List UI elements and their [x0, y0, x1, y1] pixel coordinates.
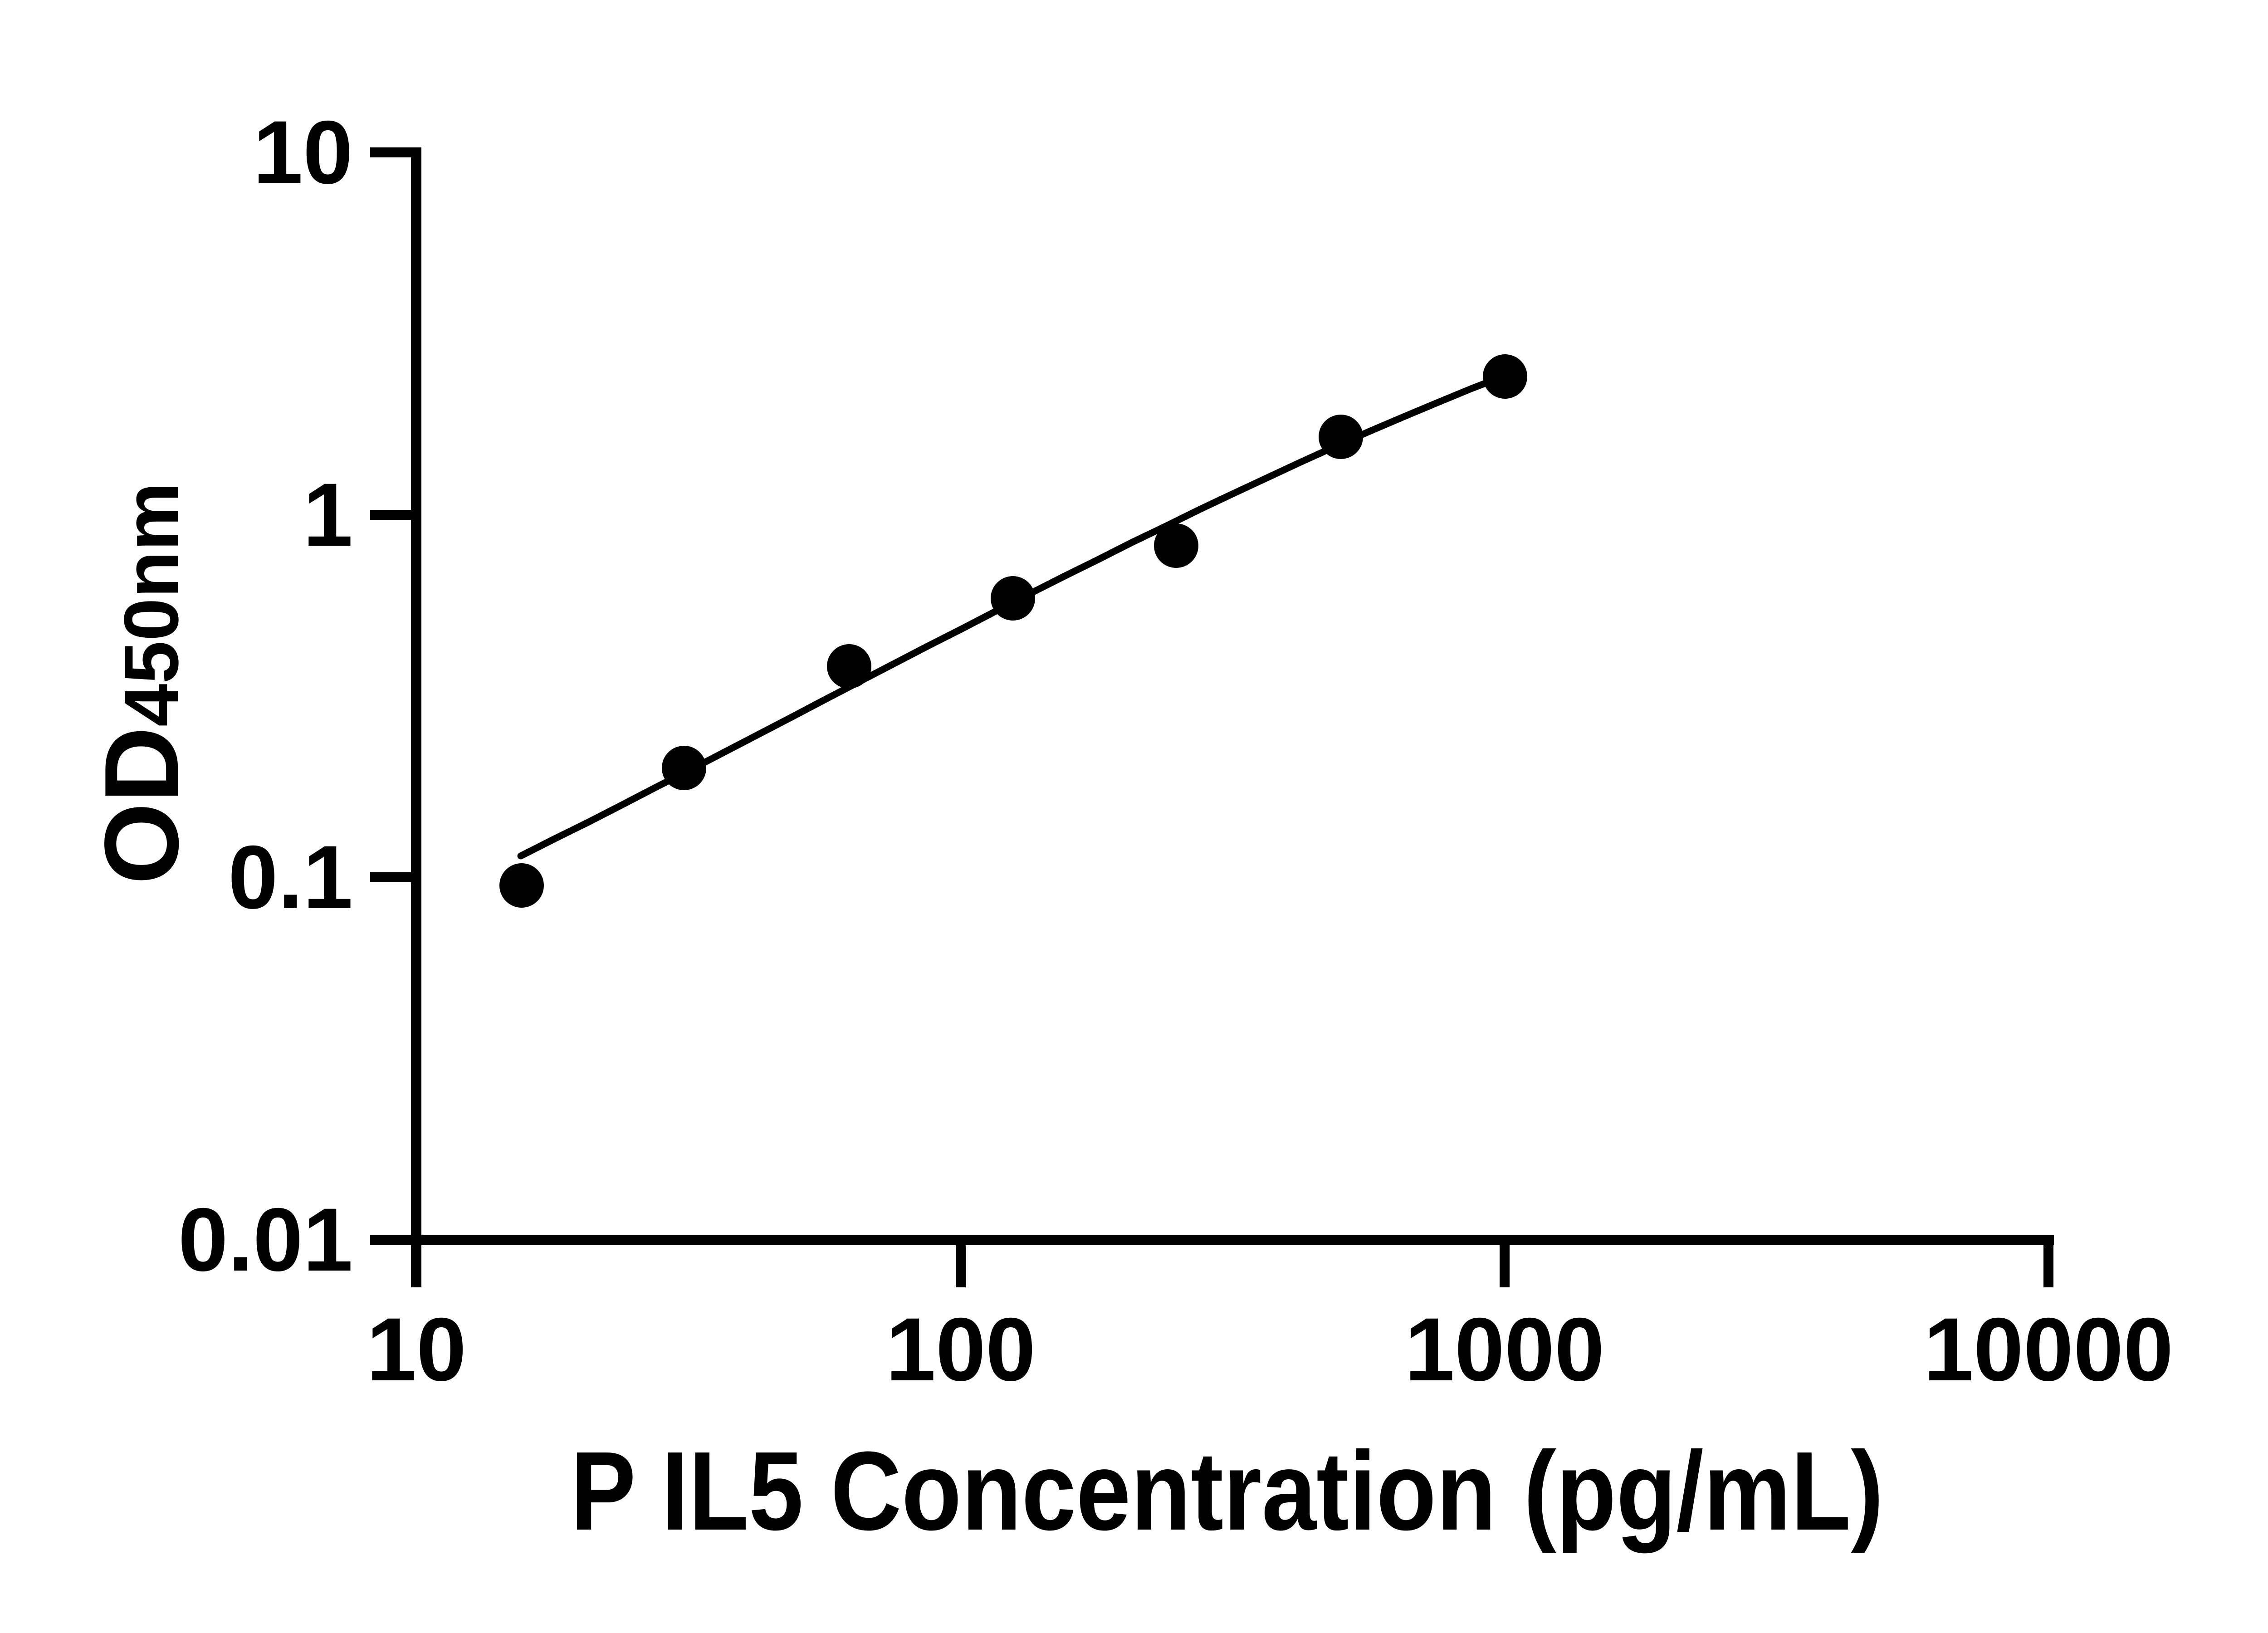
svg-text:10: 10: [253, 102, 353, 202]
svg-text:1: 1: [303, 464, 353, 565]
svg-text:100: 100: [886, 1299, 1036, 1399]
svg-text:10000: 10000: [1924, 1299, 2174, 1399]
svg-text:P IL5 Concentration (pg/mL): P IL5 Concentration (pg/mL): [571, 1428, 1884, 1554]
svg-text:0.1: 0.1: [228, 827, 353, 927]
svg-text:0.01: 0.01: [178, 1189, 353, 1290]
svg-text:1000: 1000: [1405, 1299, 1604, 1399]
svg-text:10: 10: [367, 1299, 466, 1399]
